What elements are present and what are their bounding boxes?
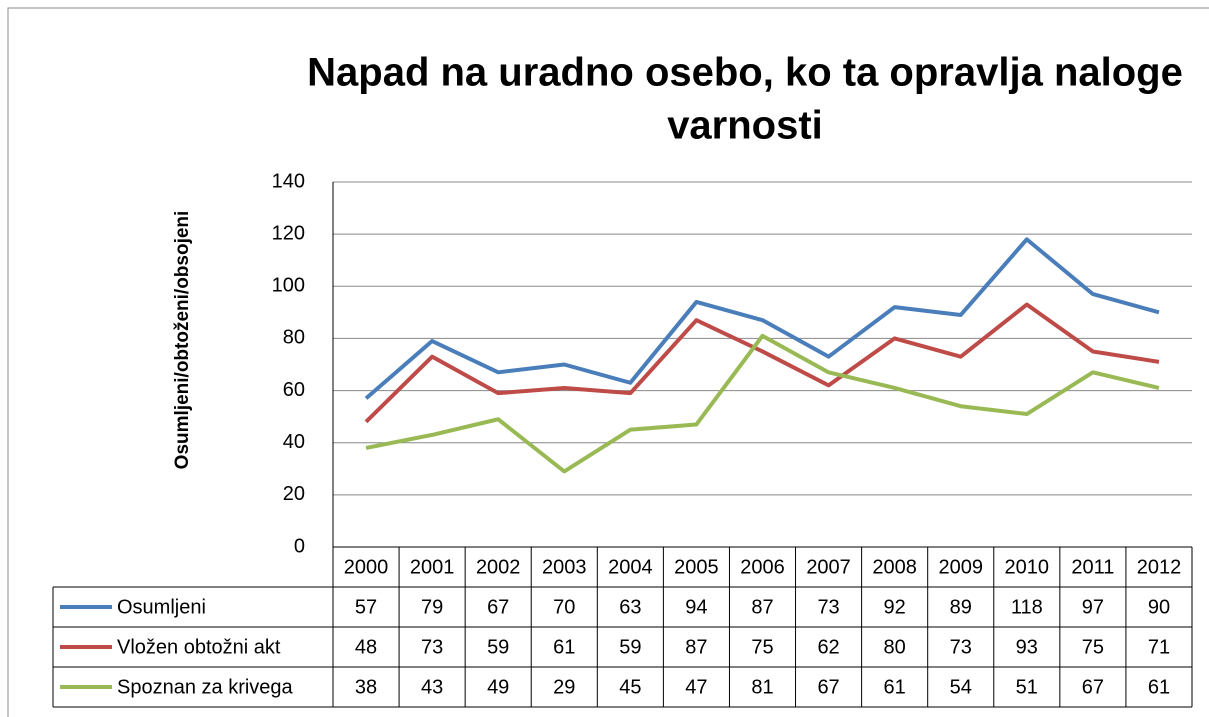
table-value: 45 (619, 676, 641, 698)
table-value: 73 (817, 596, 839, 618)
table-value: 75 (751, 636, 773, 658)
line-series (365, 333, 1160, 474)
x-tick-label: 2003 (542, 556, 587, 578)
table-value: 73 (950, 636, 972, 658)
x-tick-label: 2007 (806, 556, 851, 578)
line-series (364, 302, 1160, 424)
table-value: 79 (421, 596, 443, 618)
table-value: 73 (421, 636, 443, 658)
x-tick-label: 2005 (674, 556, 719, 578)
y-tick-label: 140 (272, 170, 305, 192)
table-value: 92 (884, 596, 906, 618)
x-tick-label: 2011 (1071, 556, 1114, 578)
table-value: 62 (817, 636, 839, 658)
table-value: 61 (1148, 676, 1170, 698)
table-value: 67 (1082, 676, 1104, 698)
table-value: 61 (553, 636, 575, 658)
chart-title: Napad na uradno osebo, ko ta opravlja na… (307, 51, 1183, 95)
y-tick-label: 60 (283, 379, 305, 401)
table-value: 63 (619, 596, 641, 618)
x-tick-label: 2008 (872, 556, 917, 578)
chart-title: varnosti (667, 104, 823, 148)
table-value: 89 (950, 596, 972, 618)
table-value: 61 (884, 676, 906, 698)
y-axis-label: Osumljeni/obtoženi/obsojeni (172, 211, 193, 470)
table-value: 29 (553, 676, 575, 698)
x-tick-label: 2010 (1005, 556, 1050, 578)
x-tick-label: 2012 (1137, 556, 1182, 578)
table-value: 59 (619, 636, 641, 658)
table-value: 67 (817, 676, 839, 698)
legend-label: Osumljeni (117, 596, 206, 618)
x-tick-label: 2006 (740, 556, 785, 578)
table-value: 94 (685, 596, 707, 618)
x-tick-label: 2009 (938, 556, 983, 578)
x-tick-label: 2002 (476, 556, 521, 578)
table-value: 67 (487, 596, 509, 618)
table-value: 38 (355, 676, 377, 698)
table-value: 93 (1016, 636, 1038, 658)
y-tick-label: 100 (272, 275, 305, 297)
table-value: 87 (685, 636, 707, 658)
table-value: 71 (1148, 636, 1170, 658)
chart-border (7, 7, 1209, 717)
table-value: 118 (1011, 596, 1043, 618)
table-value: 90 (1148, 596, 1170, 618)
table-value: 81 (751, 676, 773, 698)
table-value: 47 (685, 676, 707, 698)
table-value: 97 (1082, 596, 1104, 618)
y-tick-label: 40 (283, 431, 305, 453)
table-value: 57 (355, 596, 377, 618)
y-tick-label: 0 (294, 535, 305, 557)
legend-label: Vložen obtožni akt (117, 636, 281, 658)
table-value: 51 (1016, 676, 1038, 698)
table-value: 75 (1082, 636, 1104, 658)
x-tick-label: 2004 (608, 556, 653, 578)
y-tick-label: 20 (283, 483, 305, 505)
table-value: 54 (950, 676, 972, 698)
table-value: 49 (487, 676, 509, 698)
line-series (364, 237, 1160, 400)
x-tick-label: 2001 (410, 556, 455, 578)
table-value: 87 (751, 596, 773, 618)
table-value: 80 (884, 636, 906, 658)
y-tick-label: 120 (272, 222, 305, 244)
y-tick-label: 80 (283, 327, 305, 349)
table-value: 48 (355, 636, 377, 658)
table-value: 59 (487, 636, 509, 658)
table-value: 70 (553, 596, 575, 618)
table-value: 43 (421, 676, 443, 698)
x-tick-label: 2000 (344, 556, 389, 578)
legend-label: Spoznan za krivega (117, 676, 294, 698)
